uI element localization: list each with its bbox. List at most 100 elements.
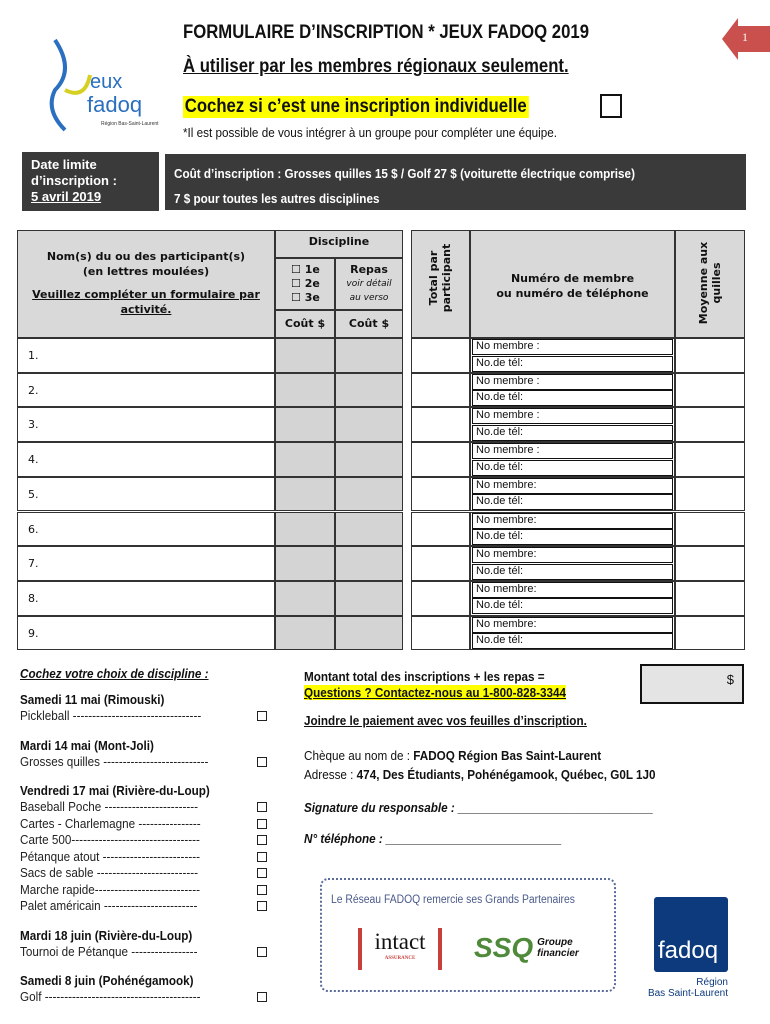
discipline-checkbox[interactable] — [257, 756, 267, 767]
cost-cell[interactable] — [275, 615, 335, 651]
participant-name-cell[interactable]: 7. — [17, 546, 275, 581]
bowling-average-cell[interactable] — [675, 442, 745, 477]
participant-name-cell[interactable]: 2. — [17, 372, 275, 408]
participant-name-cell[interactable]: 5. — [17, 476, 275, 512]
repas-cost-cell[interactable] — [335, 580, 403, 616]
address-line: Adresse : 474, Des Étudiants, Pohénégamo… — [304, 767, 656, 782]
phone-number-field[interactable]: No.de tél: — [472, 529, 673, 545]
moyenne-header — [675, 230, 745, 338]
participant-name-cell[interactable]: 4. — [17, 442, 275, 477]
total-cell[interactable] — [411, 476, 470, 512]
total-cell[interactable] — [411, 338, 470, 373]
numero-header: Numéro de membre ou numéro de téléphone — [470, 230, 675, 338]
repas-cost-cell[interactable] — [335, 338, 403, 373]
total-cell[interactable] — [411, 372, 470, 408]
discipline-date: Samedi 8 juin (Pohénégamook) — [20, 973, 194, 988]
phone-number-field[interactable]: No.de tél: — [472, 633, 673, 650]
total-cell[interactable] — [411, 580, 470, 616]
deadline-panel: Date limite d’inscription :5 avril 2019 — [22, 152, 159, 211]
phone-number-field[interactable]: No.de tél: — [472, 390, 673, 407]
cost-cell[interactable] — [275, 338, 335, 373]
cost-cell[interactable] — [275, 442, 335, 477]
discipline-checkbox[interactable] — [257, 802, 267, 812]
member-number-field[interactable]: No membre: — [472, 616, 673, 633]
bowling-average-cell[interactable] — [675, 372, 745, 408]
member-number-field[interactable]: No membre : — [472, 373, 673, 390]
participant-name-cell[interactable]: 8. — [17, 580, 275, 616]
cost-cell[interactable] — [275, 546, 335, 581]
bowling-average-cell[interactable] — [675, 615, 745, 651]
member-number-field[interactable]: No membre : — [472, 408, 673, 425]
total-cell[interactable] — [411, 615, 470, 651]
signature-field[interactable]: Signature du responsable : _____________… — [304, 800, 654, 815]
discipline-checkbox[interactable] — [257, 992, 267, 1002]
repas-cost-cell[interactable] — [335, 476, 403, 512]
discipline-item: Baseball Poche ------------------------ — [20, 799, 199, 814]
discipline-item: Carte 500-------------------------------… — [20, 832, 200, 847]
phone-number-field[interactable]: No.de tél: — [472, 494, 673, 511]
cost-cell[interactable] — [275, 580, 335, 616]
bowling-average-cell[interactable] — [675, 580, 745, 616]
bowling-average-cell[interactable] — [675, 407, 745, 443]
page-badge: 1 — [722, 18, 770, 60]
cost-cell[interactable] — [275, 476, 335, 512]
moyenne-header-text: Moyenne aux quilles — [697, 241, 723, 325]
member-number-field[interactable]: No membre : — [472, 339, 673, 355]
svg-text:fadoq: fadoq — [87, 92, 142, 117]
group-note: *Il est possible de vous intégrer à un g… — [183, 125, 557, 140]
member-number-field[interactable]: No membre: — [472, 477, 673, 494]
discipline-checkbox[interactable] — [257, 901, 267, 911]
total-cell[interactable] — [411, 442, 470, 477]
discipline-item: Tournoi de Pétanque ----------------- — [20, 943, 198, 959]
cost-cell[interactable] — [275, 511, 335, 547]
repas-cost-cell[interactable] — [335, 372, 403, 408]
repas-cost-cell[interactable] — [335, 511, 403, 547]
repas-cost-cell[interactable] — [335, 407, 403, 443]
discipline-checkbox[interactable] — [257, 946, 267, 957]
total-cell[interactable] — [411, 511, 470, 547]
discipline-item: Sacs de sable -------------------------- — [20, 865, 199, 880]
phone-number-field[interactable]: No.de tél: — [472, 355, 673, 372]
bowling-average-cell[interactable] — [675, 476, 745, 512]
repas-cost-cell[interactable] — [335, 615, 403, 651]
phone-number-field[interactable]: No.de tél: — [472, 424, 673, 441]
numero-cell — [470, 407, 675, 443]
phone-field[interactable]: N° téléphone : _________________________… — [304, 831, 562, 846]
participant-name-cell[interactable]: 1. — [17, 338, 275, 373]
member-number-field[interactable]: No membre: — [472, 581, 673, 598]
cost-cell[interactable] — [275, 407, 335, 443]
participant-name-cell[interactable]: 3. — [17, 407, 275, 443]
total-cell[interactable] — [411, 546, 470, 581]
discipline-date: Mardi 18 juin (Rivière-du-Loup) — [20, 927, 193, 943]
discipline-checkbox[interactable] — [257, 835, 267, 845]
phone-number-field[interactable]: No.de tél: — [472, 598, 673, 615]
discipline-checkbox[interactable] — [257, 818, 267, 829]
bowling-average-cell[interactable] — [675, 511, 745, 547]
member-number-field[interactable]: No membre: — [472, 547, 673, 564]
discipline-checkbox[interactable] — [257, 884, 267, 895]
numero-cell — [470, 546, 675, 581]
total-amount-field[interactable]: $ — [640, 664, 744, 704]
places-header: ☐ 1e ☐ 2e ☐ 3e — [275, 258, 335, 310]
phone-number-field[interactable]: No.de tél: — [472, 563, 673, 580]
cost-cell[interactable] — [275, 372, 335, 408]
discipline-checkbox[interactable] — [257, 868, 267, 878]
discipline-item: Palet américain ------------------------ — [20, 898, 198, 913]
form-title: FORMULAIRE D’INSCRIPTION * JEUX FADOQ 20… — [183, 22, 589, 43]
member-number-field[interactable]: No membre: — [472, 512, 673, 529]
total-header — [411, 230, 470, 338]
participant-name-cell[interactable]: 6. — [17, 511, 275, 547]
repas-cost-cell[interactable] — [335, 442, 403, 477]
total-cell[interactable] — [411, 407, 470, 443]
individual-checkbox[interactable] — [600, 94, 622, 118]
bowling-average-cell[interactable] — [675, 338, 745, 373]
repas-cost-cell[interactable] — [335, 546, 403, 581]
member-number-field[interactable]: No membre : — [472, 443, 673, 460]
bowling-average-cell[interactable] — [675, 546, 745, 581]
discipline-checkbox[interactable] — [257, 711, 267, 721]
phone-number-field[interactable]: No.de tél: — [472, 459, 673, 476]
discipline-checkbox[interactable] — [257, 851, 267, 862]
participant-name-cell[interactable]: 9. — [17, 615, 275, 651]
discipline-item: Golf -----------------------------------… — [20, 989, 201, 1004]
numero-cell — [470, 338, 675, 373]
